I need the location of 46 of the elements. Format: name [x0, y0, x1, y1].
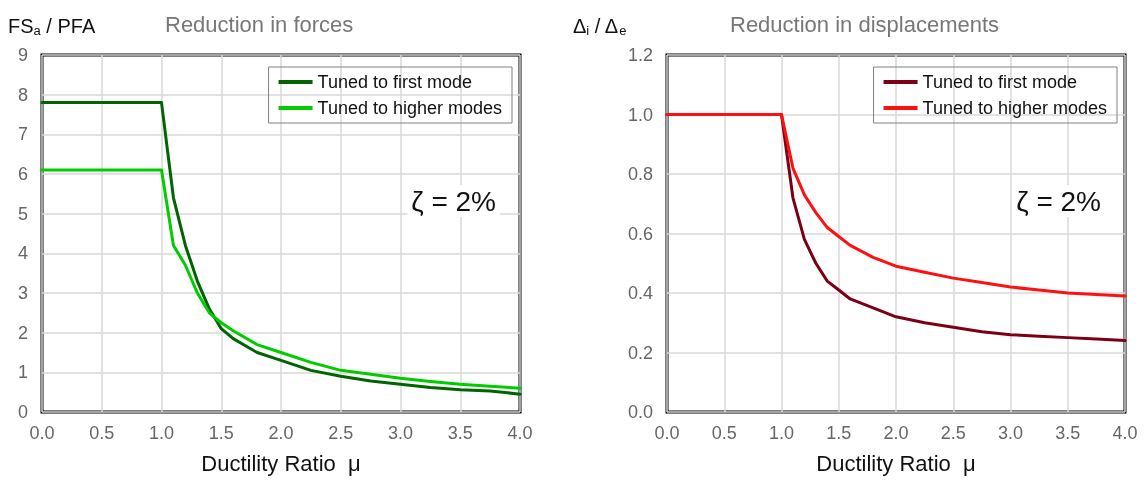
- y-tick-label: 1: [17, 362, 28, 383]
- y-tick-label: 4: [17, 243, 28, 264]
- x-tick-label: 3.0: [387, 423, 414, 443]
- y-tick-label: 1.2: [627, 45, 653, 65]
- x-tick-label: 3.5: [1055, 423, 1081, 443]
- x-tick-label: 0.5: [711, 423, 737, 443]
- x-tick-label: 0.5: [89, 423, 115, 443]
- annotation: ζ = 2%: [1016, 185, 1102, 217]
- line-series: [40, 168, 522, 390]
- y-tick-label: 6: [17, 164, 28, 184]
- x-axis-title: Ductility Ratio μ: [201, 450, 361, 476]
- y-tick-label: 0: [17, 402, 28, 422]
- x-axis-title: Ductility Ratio μ: [816, 450, 976, 476]
- chart-title: Reduction in displacements: [730, 11, 1000, 37]
- legend-label: Tuned to first mode: [922, 72, 1077, 92]
- x-tick-label: 2.0: [883, 423, 909, 443]
- y-tick-label: 0.0: [627, 402, 653, 422]
- x-tick-label: 1.5: [826, 423, 852, 443]
- line-series: [40, 101, 522, 396]
- legend-label: Tuned to first mode: [317, 72, 472, 92]
- y-tick-label: 7: [17, 124, 28, 145]
- legend-label: Tuned to higher modes: [922, 98, 1108, 118]
- x-tick-label: 4.0: [507, 423, 533, 443]
- x-tick-label: 2.0: [268, 423, 294, 443]
- y-tick-label: 0.8: [627, 164, 653, 184]
- y-tick-label: 8: [17, 84, 28, 105]
- x-tick-label: 3.0: [997, 423, 1024, 443]
- y-tick-label: 0.4: [627, 283, 653, 303]
- y-tick-label: 1.0: [627, 104, 653, 125]
- legend-label: Tuned to higher modes: [317, 98, 503, 118]
- x-tick-label: 2.5: [328, 423, 354, 443]
- y-tick-label: 3: [17, 283, 28, 303]
- x-tick-label: 0.0: [654, 423, 680, 443]
- y-tick-label: 9: [17, 45, 28, 65]
- x-tick-label: 4.0: [1112, 423, 1138, 443]
- y-tick-label: 0.6: [627, 223, 653, 244]
- annotation: ζ = 2%: [411, 185, 497, 217]
- chart-title: Reduction in forces: [165, 11, 354, 37]
- x-tick-label: 1.0: [768, 423, 795, 443]
- y-tick-label: 0.2: [627, 342, 653, 363]
- x-tick-label: 3.5: [447, 423, 473, 443]
- x-tick-label: 2.5: [940, 423, 966, 443]
- y-tick-label: 2: [17, 322, 28, 343]
- y-tick-label: 5: [17, 203, 28, 224]
- x-tick-label: 1.5: [208, 423, 234, 443]
- x-tick-label: 1.0: [148, 423, 175, 443]
